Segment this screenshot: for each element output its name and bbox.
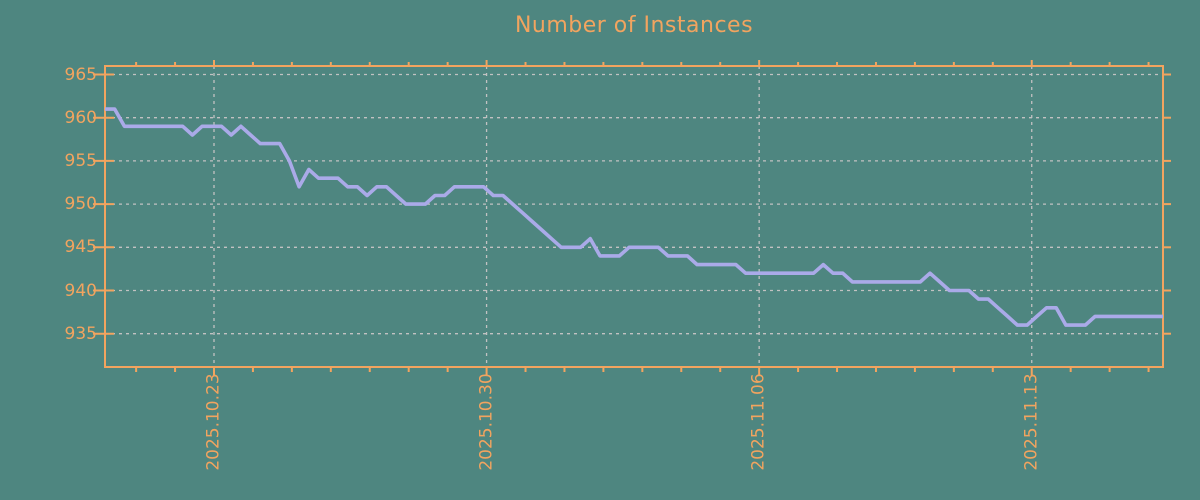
y-tick-label: 950 <box>64 194 97 215</box>
y-tick-label: 945 <box>64 237 97 258</box>
plot-border <box>104 65 1164 368</box>
y-tick-label: 940 <box>64 280 97 301</box>
chart-title: Number of Instances <box>514 13 754 38</box>
y-tick-label: 955 <box>64 150 97 171</box>
y-tick-label: 935 <box>64 323 97 344</box>
y-tick-label: 960 <box>64 107 97 128</box>
y-tick-label: 965 <box>64 64 97 85</box>
series-line <box>105 107 1163 327</box>
